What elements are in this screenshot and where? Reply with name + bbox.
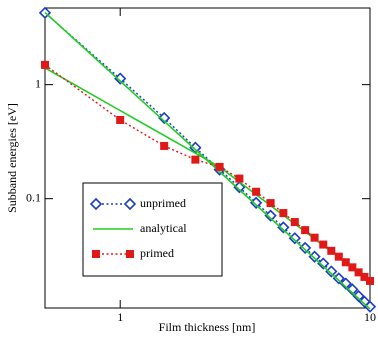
- marker: [341, 258, 350, 267]
- marker: [334, 252, 343, 261]
- marker: [89, 197, 103, 211]
- marker: [41, 60, 49, 69]
- legend-label: unprimed: [140, 196, 186, 210]
- x-tick-label: 1: [117, 310, 123, 324]
- marker: [252, 187, 261, 196]
- marker: [235, 174, 244, 183]
- marker: [354, 268, 363, 277]
- x-axis-label: Film thickness [nm]: [159, 320, 256, 334]
- marker: [290, 218, 299, 227]
- marker: [366, 276, 374, 285]
- marker: [288, 232, 301, 245]
- marker: [92, 250, 100, 258]
- y-tick-label: 1: [35, 76, 41, 90]
- x-tick-label: 10: [364, 310, 376, 324]
- y-tick-label: 0.1: [26, 190, 41, 204]
- marker: [191, 155, 200, 164]
- marker: [348, 263, 357, 272]
- marker: [160, 141, 169, 150]
- marker: [116, 115, 125, 124]
- marker: [310, 233, 319, 242]
- marker: [158, 111, 171, 125]
- marker: [319, 240, 328, 249]
- marker: [264, 209, 277, 222]
- series-line: [44, 12, 371, 308]
- marker: [279, 209, 288, 218]
- marker: [123, 197, 137, 211]
- legend-label: analytical: [140, 221, 187, 235]
- legend-label: primed: [140, 246, 174, 260]
- marker: [346, 283, 359, 296]
- marker: [126, 250, 134, 258]
- y-axis-label: Subband energies [eV]: [5, 103, 19, 213]
- marker: [277, 221, 290, 234]
- marker: [327, 246, 336, 255]
- marker: [233, 181, 246, 194]
- marker: [266, 199, 275, 208]
- marker: [339, 277, 352, 290]
- plot-frame: [44, 7, 371, 309]
- marker: [301, 226, 310, 235]
- marker: [215, 162, 224, 171]
- marker: [360, 272, 369, 281]
- marker: [308, 250, 321, 263]
- marker: [317, 257, 330, 270]
